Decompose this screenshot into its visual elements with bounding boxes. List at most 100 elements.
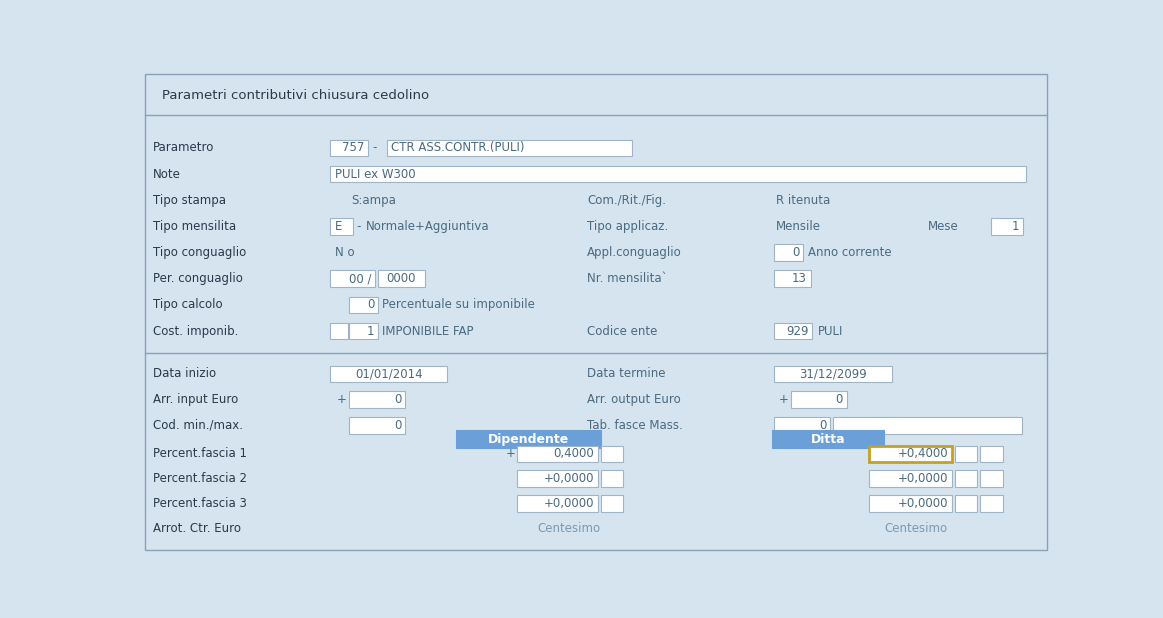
Text: Mensile: Mensile (777, 220, 821, 233)
Text: +0,0000: +0,0000 (898, 497, 949, 510)
Text: 0: 0 (394, 393, 401, 406)
FancyBboxPatch shape (330, 323, 348, 339)
FancyBboxPatch shape (349, 323, 378, 339)
Text: Com./Rit./Fig.: Com./Rit./Fig. (587, 194, 666, 207)
Text: 00 /: 00 / (349, 273, 372, 286)
Text: 0: 0 (820, 419, 827, 432)
FancyBboxPatch shape (456, 430, 600, 448)
FancyBboxPatch shape (330, 271, 376, 287)
Text: Tab. fasce Mass.: Tab. fasce Mass. (587, 419, 683, 432)
Text: Dipendente: Dipendente (487, 433, 569, 446)
FancyBboxPatch shape (600, 446, 623, 462)
Text: 0: 0 (792, 246, 800, 259)
Text: Cod. min./max.: Cod. min./max. (152, 419, 243, 432)
FancyBboxPatch shape (349, 391, 405, 408)
Text: Percentuale su imponibile: Percentuale su imponibile (383, 298, 535, 311)
FancyBboxPatch shape (869, 446, 952, 462)
Text: Tipo applicaz.: Tipo applicaz. (587, 220, 669, 233)
Text: 757: 757 (342, 142, 364, 154)
FancyBboxPatch shape (980, 470, 1003, 487)
Text: S:ampa: S:ampa (351, 194, 395, 207)
Text: 0: 0 (368, 298, 374, 311)
FancyBboxPatch shape (516, 446, 598, 462)
Text: Per. conguaglio: Per. conguaglio (152, 273, 242, 286)
FancyBboxPatch shape (791, 391, 847, 408)
Text: Anno corrente: Anno corrente (808, 246, 892, 259)
Text: 1: 1 (1012, 220, 1020, 233)
FancyBboxPatch shape (980, 495, 1003, 512)
Text: Arr. output Euro: Arr. output Euro (587, 393, 680, 406)
FancyBboxPatch shape (600, 495, 623, 512)
FancyBboxPatch shape (330, 366, 448, 383)
Text: Tipo calcolo: Tipo calcolo (152, 298, 222, 311)
Text: Centesimo: Centesimo (537, 522, 600, 535)
Text: Tipo mensilita: Tipo mensilita (152, 220, 236, 233)
Text: +: + (506, 447, 515, 460)
FancyBboxPatch shape (387, 140, 633, 156)
FancyBboxPatch shape (330, 218, 352, 235)
Text: Note: Note (152, 167, 180, 180)
FancyBboxPatch shape (955, 446, 977, 462)
Text: Arrot. Ctr. Euro: Arrot. Ctr. Euro (152, 522, 241, 535)
Text: Percent.fascia 2: Percent.fascia 2 (152, 472, 247, 485)
Text: +0,0000: +0,0000 (544, 472, 594, 485)
Text: 0,4000: 0,4000 (554, 447, 594, 460)
Text: Arr. input Euro: Arr. input Euro (152, 393, 238, 406)
Text: +0,0000: +0,0000 (544, 497, 594, 510)
Text: 0000: 0000 (386, 273, 416, 286)
FancyBboxPatch shape (349, 297, 378, 313)
Text: IMPONIBILE FAP: IMPONIBILE FAP (383, 324, 475, 337)
Text: Codice ente: Codice ente (587, 324, 657, 337)
Text: 13: 13 (792, 273, 807, 286)
Text: +0,4000: +0,4000 (898, 447, 949, 460)
FancyBboxPatch shape (955, 470, 977, 487)
FancyBboxPatch shape (775, 271, 811, 287)
FancyBboxPatch shape (145, 74, 1047, 550)
Text: Parametro: Parametro (152, 142, 214, 154)
Text: Ditta: Ditta (811, 433, 846, 446)
Text: Centesimo: Centesimo (885, 522, 948, 535)
Text: Appl.conguaglio: Appl.conguaglio (587, 246, 682, 259)
FancyBboxPatch shape (955, 495, 977, 512)
Text: 0: 0 (394, 419, 401, 432)
Text: Percent.fascia 1: Percent.fascia 1 (152, 447, 247, 460)
Text: PULI ex W300: PULI ex W300 (335, 167, 415, 180)
Text: Nr. mensilita`: Nr. mensilita` (587, 273, 668, 286)
Text: +: + (779, 393, 789, 406)
Text: Normale+Aggiuntiva: Normale+Aggiuntiva (366, 220, 490, 233)
FancyBboxPatch shape (330, 140, 368, 156)
FancyBboxPatch shape (349, 417, 405, 434)
Text: E: E (335, 220, 342, 233)
FancyBboxPatch shape (991, 218, 1023, 235)
Text: Data termine: Data termine (587, 368, 665, 381)
Text: 929: 929 (786, 324, 808, 337)
Text: +0,0000: +0,0000 (898, 472, 949, 485)
FancyBboxPatch shape (833, 417, 1022, 434)
FancyBboxPatch shape (516, 470, 598, 487)
FancyBboxPatch shape (378, 271, 424, 287)
FancyBboxPatch shape (330, 166, 1026, 182)
Text: Cost. imponib.: Cost. imponib. (152, 324, 238, 337)
Text: Data inizio: Data inizio (152, 368, 215, 381)
Text: -: - (372, 142, 377, 154)
FancyBboxPatch shape (869, 470, 952, 487)
Text: Tipo conguaglio: Tipo conguaglio (152, 246, 245, 259)
FancyBboxPatch shape (775, 366, 892, 383)
Text: 1: 1 (366, 324, 374, 337)
Text: -: - (356, 220, 361, 233)
Text: 31/12/2099: 31/12/2099 (799, 368, 866, 381)
Text: CTR ASS.CONTR.(PULI): CTR ASS.CONTR.(PULI) (392, 142, 525, 154)
FancyBboxPatch shape (772, 430, 885, 448)
Text: +: + (336, 393, 347, 406)
Text: N o: N o (335, 246, 355, 259)
Text: 0: 0 (836, 393, 843, 406)
Text: Tipo stampa: Tipo stampa (152, 194, 226, 207)
FancyBboxPatch shape (775, 323, 812, 339)
Text: PULI: PULI (818, 324, 843, 337)
Text: R itenuta: R itenuta (777, 194, 830, 207)
Text: 01/01/2014: 01/01/2014 (355, 368, 422, 381)
FancyBboxPatch shape (600, 470, 623, 487)
FancyBboxPatch shape (775, 417, 830, 434)
Text: Mese: Mese (928, 220, 958, 233)
Text: Parametri contributivi chiusura cedolino: Parametri contributivi chiusura cedolino (162, 89, 429, 102)
